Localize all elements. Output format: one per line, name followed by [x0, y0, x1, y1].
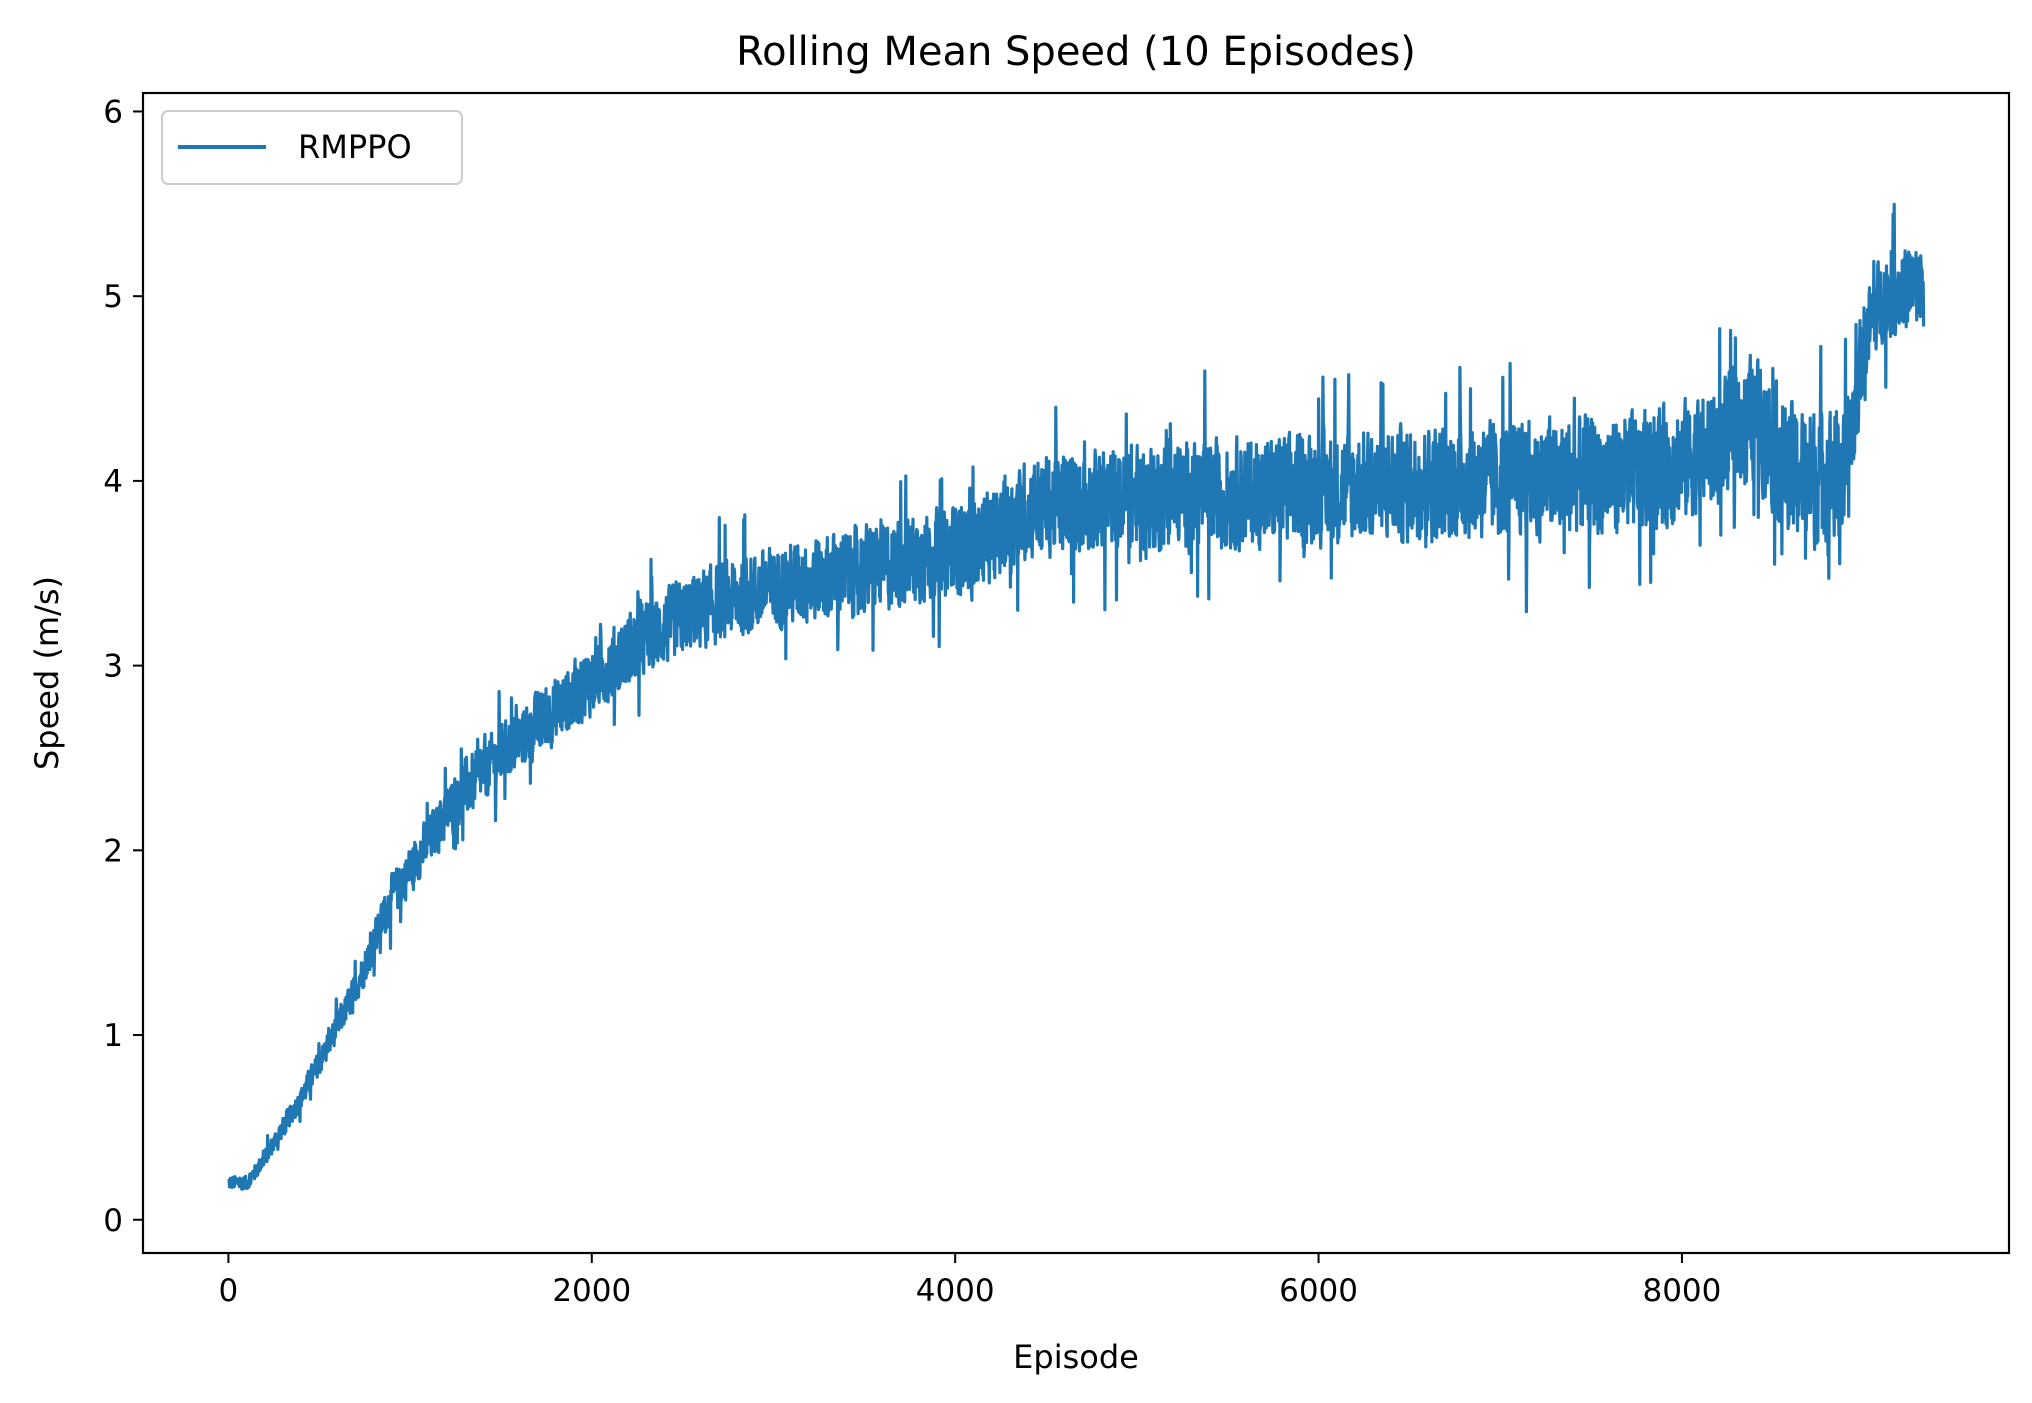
plot-frame — [141, 91, 2011, 1255]
legend-label-rmppo: RMPPO — [298, 128, 412, 166]
x-tick-label: 6000 — [1279, 1273, 1358, 1309]
legend: RMPPO — [161, 110, 463, 185]
y-tick-label: 1 — [103, 1018, 123, 1054]
y-tick-label: 6 — [103, 94, 123, 130]
y-tick-label: 0 — [103, 1203, 123, 1239]
series-line-rmppo — [227, 202, 1926, 1191]
y-tick-label: 4 — [103, 464, 123, 500]
chart-title: Rolling Mean Speed (10 Episodes) — [736, 29, 1416, 75]
y-tick-label: 2 — [103, 833, 123, 869]
x-axis-label: Episode — [1013, 1338, 1139, 1376]
x-tick-label: 8000 — [1642, 1273, 1721, 1309]
plot-area — [227, 202, 1926, 1191]
y-tick-label: 5 — [103, 279, 123, 315]
y-axis: 0 1 2 3 4 5 6 — [103, 94, 143, 1239]
y-tick-label: 3 — [103, 649, 123, 685]
x-tick-label: 0 — [219, 1273, 239, 1309]
y-axis-label: Speed (m/s) — [28, 576, 66, 770]
x-tick-label: 4000 — [916, 1273, 995, 1309]
x-tick-label: 2000 — [552, 1273, 631, 1309]
legend-box — [161, 110, 463, 185]
x-axis: 0 2000 4000 6000 8000 — [219, 1253, 1721, 1309]
